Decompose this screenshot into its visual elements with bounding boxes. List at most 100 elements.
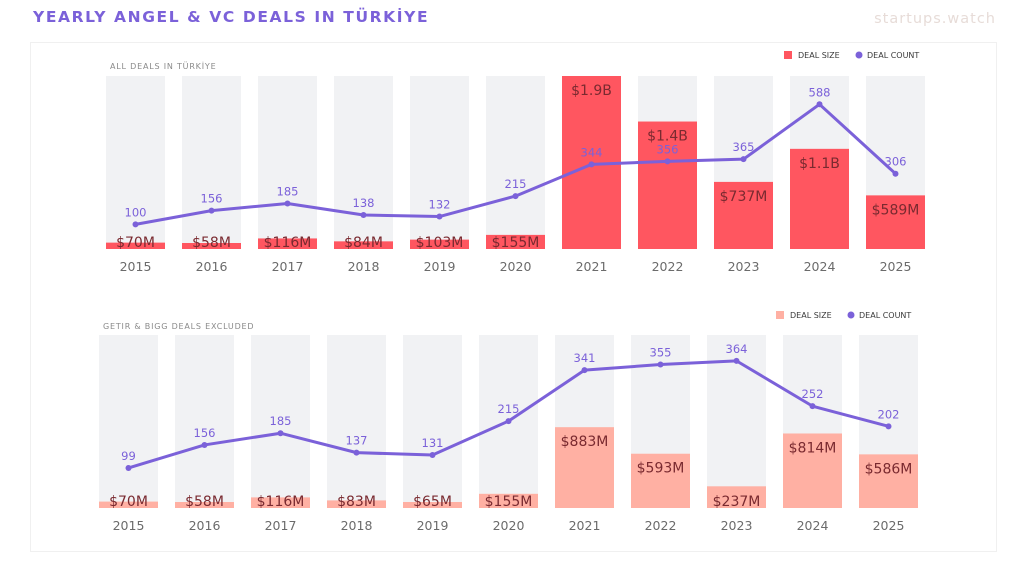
x-tick-label: 2018 [348, 259, 380, 274]
bar-deal-size [707, 486, 766, 508]
x-tick-label: 2025 [880, 259, 912, 274]
bar-value-label: $84M [344, 235, 383, 251]
bar-deal-size [714, 181, 773, 249]
deal-count-point [505, 418, 512, 425]
deal-count-label: 132 [429, 198, 451, 212]
bar-background [258, 76, 317, 249]
bar-value-label: $65M [413, 494, 452, 510]
deal-count-point [208, 207, 215, 214]
bar-deal-size [783, 433, 842, 508]
legend-marker-deal-count [847, 311, 855, 319]
legend-label-deal-size: DEAL SIZE [798, 51, 840, 60]
bar-background [334, 76, 393, 249]
bar-deal-size [631, 453, 690, 508]
deal-count-point [657, 361, 664, 368]
x-tick-label: 2023 [721, 518, 753, 533]
bar-deal-size [486, 234, 545, 249]
bar-deal-size [251, 497, 310, 508]
deal-count-point [353, 449, 360, 456]
deal-count-label: 185 [270, 414, 292, 428]
deal-count-point [132, 221, 139, 228]
chart-subtitle: GETIR & BIGG DEALS EXCLUDED [103, 322, 254, 331]
bar-deal-size [327, 500, 386, 508]
x-tick-label: 2016 [196, 259, 228, 274]
x-tick-label: 2019 [417, 518, 449, 533]
deal-count-point [809, 403, 816, 410]
deal-count-label: 365 [733, 140, 755, 154]
chart-subtitle: ALL DEALS IN TÜRKİYE [110, 61, 216, 71]
deal-count-label: 99 [121, 449, 136, 463]
x-tick-label: 2015 [120, 259, 152, 274]
x-tick-label: 2017 [272, 259, 304, 274]
deal-count-point [892, 170, 899, 177]
legend-swatch-deal-size [784, 51, 792, 59]
bar-background [175, 335, 234, 508]
deal-count-label: 252 [802, 387, 824, 401]
x-tick-label: 2024 [804, 259, 836, 274]
bar-deal-size [403, 502, 462, 508]
bar-deal-size [99, 501, 158, 508]
deal-count-point [125, 464, 132, 471]
legend-swatch-deal-size [776, 311, 784, 319]
bar-value-label: $58M [192, 235, 231, 251]
bar-value-label: $1.9B [571, 83, 612, 99]
legend-label-deal-count: DEAL COUNT [859, 311, 911, 320]
page-title: YEARLY ANGEL & VC DEALS IN TÜRKİYE [33, 8, 430, 26]
deal-count-point [664, 158, 671, 165]
deal-count-label: 588 [809, 85, 831, 99]
x-tick-label: 2015 [113, 518, 145, 533]
deal-count-label: 100 [125, 205, 147, 219]
bar-deal-size [866, 195, 925, 249]
deal-count-label: 185 [277, 184, 299, 198]
legend-marker-deal-count [855, 51, 863, 59]
deal-count-point [512, 193, 519, 200]
bar-value-label: $237M [713, 494, 761, 510]
bar-value-label: $83M [337, 494, 376, 510]
x-tick-label: 2019 [424, 259, 456, 274]
deal-count-point [740, 156, 747, 163]
bar-value-label: $1.4B [647, 129, 688, 145]
bar-deal-size [790, 148, 849, 249]
x-tick-label: 2016 [189, 518, 221, 533]
deal-count-label: 215 [505, 177, 527, 191]
bar-value-label: $103M [416, 235, 464, 251]
bar-value-label: $70M [109, 494, 148, 510]
bar-deal-size [258, 238, 317, 249]
deal-count-label: 131 [422, 436, 444, 450]
bar-value-label: $155M [485, 494, 533, 510]
deal-count-point [436, 213, 443, 220]
bar-background [251, 335, 310, 508]
x-tick-label: 2020 [500, 259, 532, 274]
deal-count-point [360, 212, 367, 219]
deal-count-point [733, 357, 740, 364]
deal-count-point [284, 200, 291, 207]
deal-count-point [581, 367, 588, 374]
deal-count-point [885, 423, 892, 430]
deal-count-point [588, 161, 595, 168]
bar-deal-size [175, 502, 234, 508]
x-tick-label: 2021 [576, 259, 608, 274]
deal-count-label: 137 [346, 434, 368, 448]
deal-count-label: 364 [726, 342, 748, 356]
bar-background [182, 76, 241, 249]
bar-deal-size [638, 121, 697, 249]
deal-count-label: 215 [498, 402, 520, 416]
bar-background [327, 335, 386, 508]
deal-count-label: 156 [201, 192, 223, 206]
bar-value-label: $155M [492, 235, 540, 251]
bar-value-label: $737M [720, 189, 768, 205]
bar-value-label: $1.1B [799, 156, 840, 172]
bar-value-label: $883M [561, 434, 609, 450]
bar-background [410, 76, 469, 249]
bar-value-label: $58M [185, 494, 224, 510]
deal-count-label: 138 [353, 196, 375, 210]
bar-deal-size [479, 493, 538, 508]
x-tick-label: 2017 [265, 518, 297, 533]
x-tick-label: 2024 [797, 518, 829, 533]
deal-count-label: 344 [581, 145, 603, 159]
bar-deal-size [106, 242, 165, 249]
legend-label-deal-size: DEAL SIZE [790, 311, 832, 320]
bar-value-label: $116M [264, 235, 312, 251]
x-tick-label: 2021 [569, 518, 601, 533]
